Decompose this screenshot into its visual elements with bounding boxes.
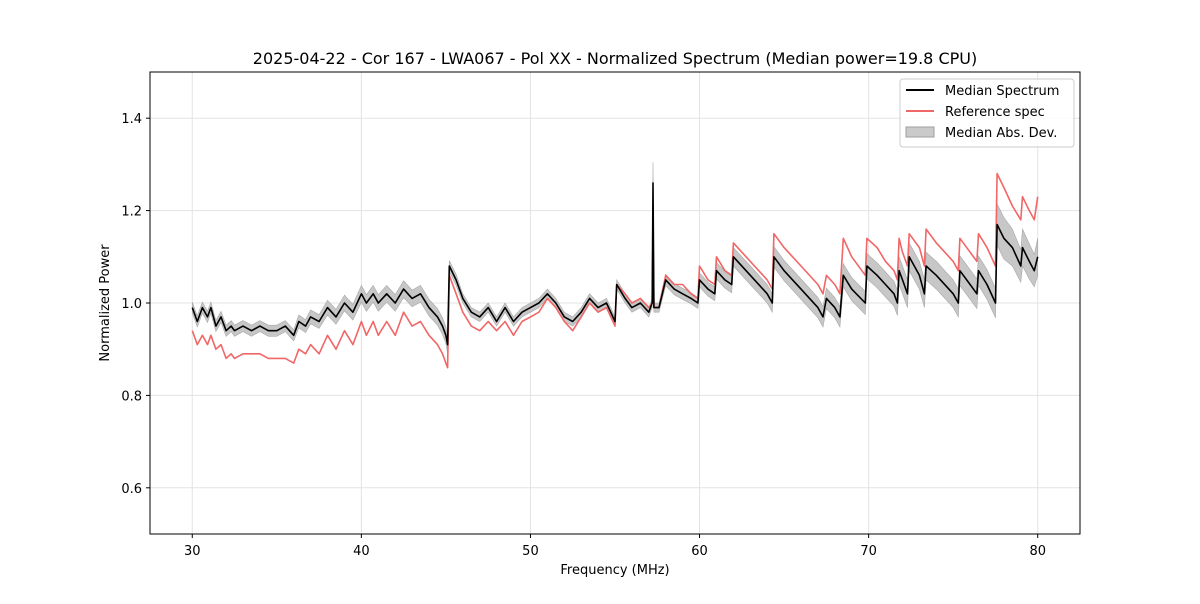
mad-band bbox=[192, 162, 1038, 353]
reference-spec-line bbox=[191, 172, 1039, 369]
y-tick-label: 1.4 bbox=[121, 112, 142, 127]
series-group bbox=[191, 172, 1039, 369]
y-axis-label: Normalized Power bbox=[98, 244, 113, 362]
x-tick-label: 60 bbox=[691, 544, 708, 559]
mad-band-group bbox=[192, 162, 1038, 353]
x-tick-label: 80 bbox=[1029, 544, 1046, 559]
y-tick-label: 0.8 bbox=[121, 389, 142, 404]
legend: Median Spectrum Reference spec Median Ab… bbox=[899, 78, 1075, 148]
legend-label-median: Median Spectrum bbox=[945, 84, 1059, 99]
x-tick-label: 70 bbox=[860, 544, 877, 559]
chart-title: 2025-04-22 - Cor 167 - LWA067 - Pol XX -… bbox=[253, 49, 977, 68]
y-tick-label: 1.0 bbox=[121, 297, 142, 312]
legend-label-mad: Median Abs. Dev. bbox=[945, 126, 1057, 141]
x-axis-ticks: 30 40 50 60 70 80 bbox=[184, 534, 1046, 559]
y-tick-label: 0.6 bbox=[121, 482, 142, 497]
legend-swatch-mad bbox=[905, 126, 935, 138]
x-tick-label: 40 bbox=[353, 544, 370, 559]
legend-label-reference: Reference spec bbox=[945, 105, 1045, 120]
x-axis-label: Frequency (MHz) bbox=[560, 563, 669, 578]
median-spectrum-line bbox=[191, 182, 1039, 346]
x-tick-label: 50 bbox=[522, 544, 539, 559]
y-axis-ticks: 0.6 0.8 1.0 1.2 1.4 bbox=[121, 112, 150, 497]
y-tick-label: 1.2 bbox=[121, 205, 142, 220]
x-tick-label: 30 bbox=[184, 544, 201, 559]
legend-frame bbox=[899, 78, 1075, 148]
